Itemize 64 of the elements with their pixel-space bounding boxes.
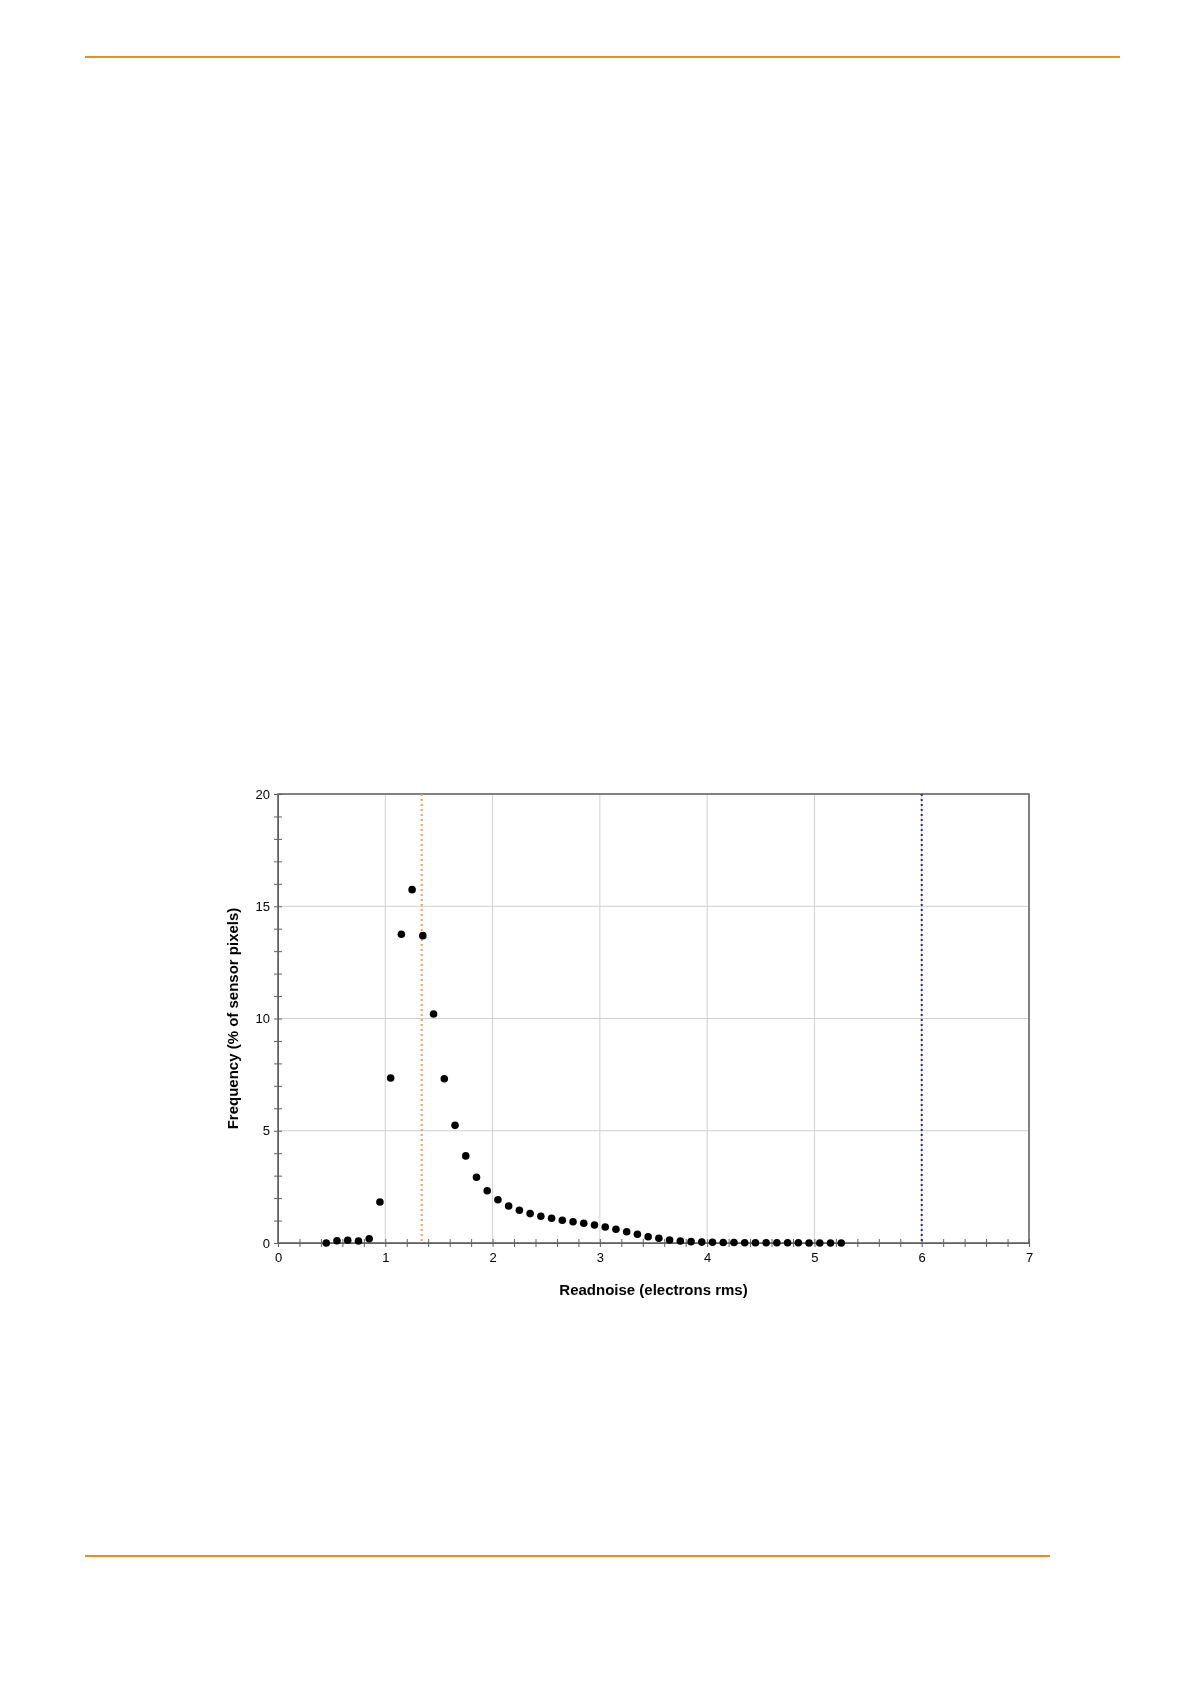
point [440,1074,449,1083]
point [429,1010,438,1018]
y-tick-label: 10 [255,1011,270,1027]
point [461,1152,470,1160]
point [773,1239,781,1247]
point [644,1232,652,1241]
point [343,1236,352,1245]
point [419,931,427,940]
point [397,930,406,939]
point [537,1212,545,1221]
point [655,1234,663,1243]
point [504,1202,513,1210]
point [751,1239,760,1247]
point [558,1216,567,1225]
x-tick-label: 7 [1025,1249,1034,1265]
point [837,1239,846,1247]
point [365,1234,373,1243]
x-tick-label: 5 [811,1249,819,1265]
point [472,1173,481,1181]
point [762,1239,770,1247]
point [687,1237,695,1246]
point [451,1121,459,1130]
point [322,1239,331,1247]
point [676,1237,685,1245]
point [665,1236,674,1244]
point [408,885,416,894]
point [386,1074,395,1082]
point [730,1238,738,1247]
point [526,1209,534,1218]
x-tick-label: 4 [704,1249,712,1265]
point [826,1239,835,1247]
point [697,1238,706,1246]
point [740,1239,749,1247]
point [794,1239,803,1247]
point [333,1236,341,1245]
point [816,1239,824,1247]
point [483,1186,491,1195]
point [719,1238,728,1247]
x-tick-label: 2 [489,1249,497,1265]
x-tick-label: 0 [274,1249,283,1265]
x-tick-label: 6 [918,1249,926,1265]
point [590,1221,599,1229]
point [612,1225,620,1234]
point [579,1219,588,1228]
point [805,1239,813,1247]
x-tick-label: 1 [382,1249,390,1265]
point [569,1217,577,1226]
point [622,1228,631,1236]
point [515,1206,524,1214]
point [633,1230,642,1239]
point [547,1214,556,1223]
point [601,1223,610,1231]
point [783,1239,792,1247]
y-tick-label: 20 [255,786,270,802]
y-tick-label: 0 [262,1235,270,1251]
point [376,1198,384,1206]
point [708,1238,717,1247]
point [494,1195,502,1204]
y-axis-title: Frequency (% of sensor pixels) [224,907,241,1130]
y-tick-label: 5 [262,1123,270,1139]
point [354,1237,363,1245]
x-axis-title: Readnoise (electrons rms) [559,1281,748,1298]
x-tick-label: 3 [596,1249,604,1265]
y-tick-label: 15 [255,898,270,914]
